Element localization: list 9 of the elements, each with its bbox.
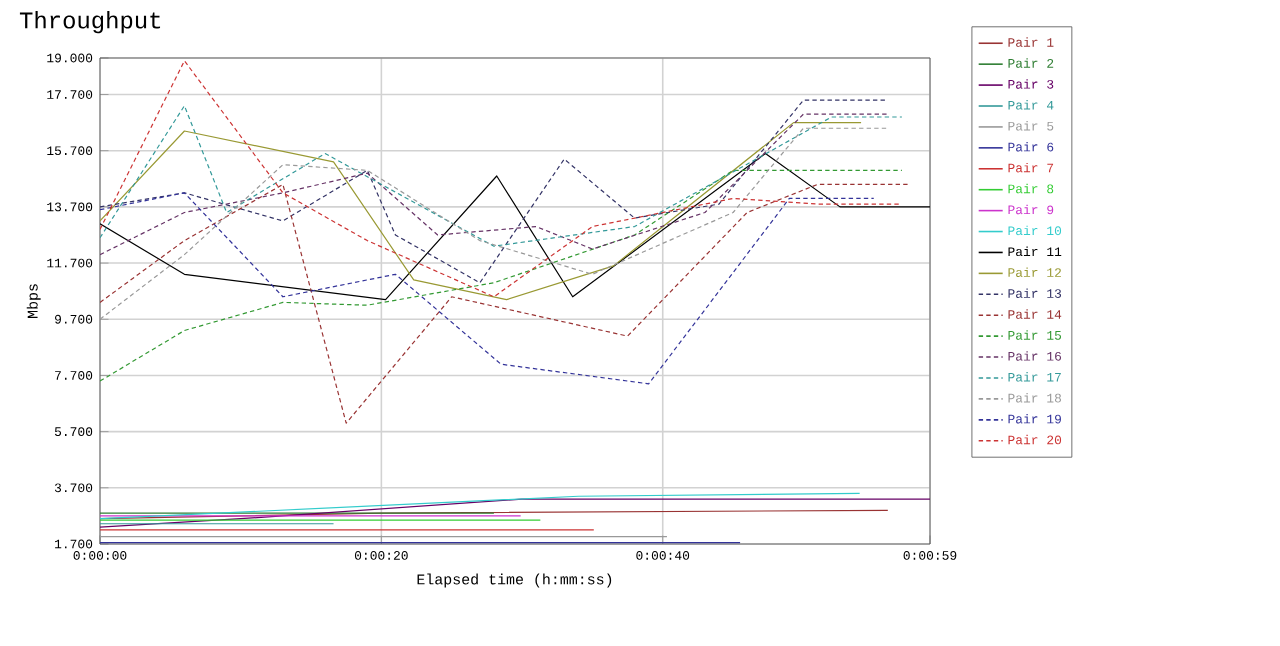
line-series xyxy=(100,192,875,385)
chart-title: Throughput xyxy=(19,11,161,34)
line-series xyxy=(100,127,889,320)
line-series xyxy=(100,183,910,424)
line-series xyxy=(100,60,903,298)
line-series xyxy=(100,169,903,382)
line-series xyxy=(100,152,931,301)
line-series xyxy=(100,122,862,301)
line-series xyxy=(100,99,889,284)
